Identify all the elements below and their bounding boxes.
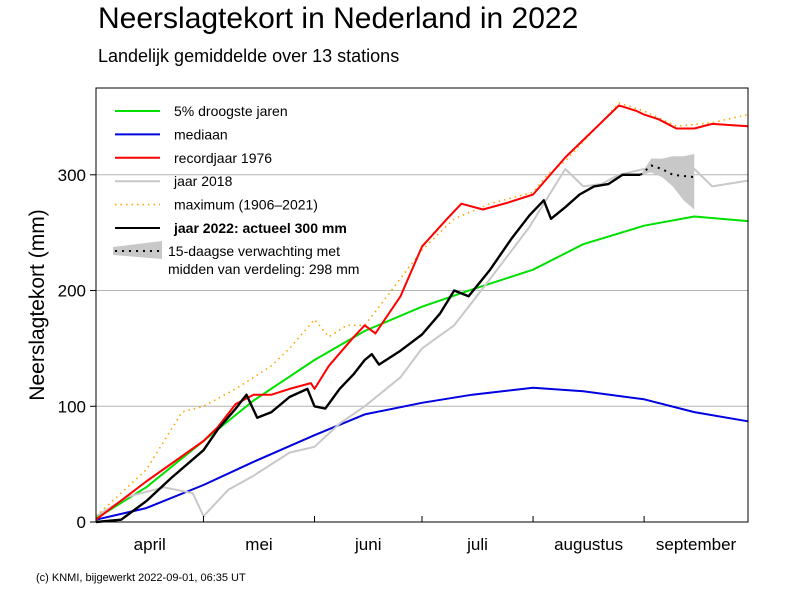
update-footer: (c) KNMI, bijgewerkt 2022-09-01, 06:35 U… [36, 572, 246, 584]
x-month-label: juni [354, 535, 381, 554]
legend-entry: jaar 2018 [173, 173, 233, 189]
x-month-label: mei [245, 535, 272, 554]
y-tick-label: 300 [58, 166, 86, 185]
series-line [95, 173, 641, 524]
legend-entry: mediaan [174, 126, 228, 142]
legend-forecast-label-line2: midden van verdeling: 298 mm [168, 261, 359, 277]
x-month-label: juli [466, 535, 488, 554]
series-line [95, 386, 749, 521]
forecast-band-layer [640, 153, 695, 210]
y-axis-label: Neerslagtekort (mm) [26, 209, 49, 400]
x-month-label: september [656, 535, 737, 554]
legend-entry: 5% droogste jaren [174, 103, 288, 119]
chart-subtitle: Landelijk gemiddelde over 13 stations [98, 46, 400, 66]
x-month-label: augustus [554, 535, 623, 554]
legend-entry: maximum (1906–2021) [174, 197, 318, 213]
x-month-label: april [134, 535, 166, 554]
series-line [95, 168, 749, 518]
y-tick-label: 100 [58, 397, 86, 416]
chart-title: Neerslagtekort in Nederland in 2022 [98, 2, 579, 35]
legend-entry: jaar 2022: actueel 300 mm [173, 220, 347, 236]
legend-entry: recordjaar 1976 [174, 150, 272, 166]
series-line [95, 104, 749, 521]
y-tick-label: 200 [58, 282, 86, 301]
series-line [95, 102, 749, 517]
legend-forecast-label-line1: 15-daagse verwachting met [168, 243, 340, 259]
forecast-median-line [639, 164, 695, 179]
axes: 0 100 200 300 april mei juni juli augustus septem… [58, 166, 737, 554]
series-layer [95, 102, 749, 524]
legend: 5% droogste jaren mediaan recordjaar 1976 j… [113, 103, 359, 277]
y-tick-label: 0 [77, 513, 86, 532]
forecast-band [640, 153, 695, 210]
